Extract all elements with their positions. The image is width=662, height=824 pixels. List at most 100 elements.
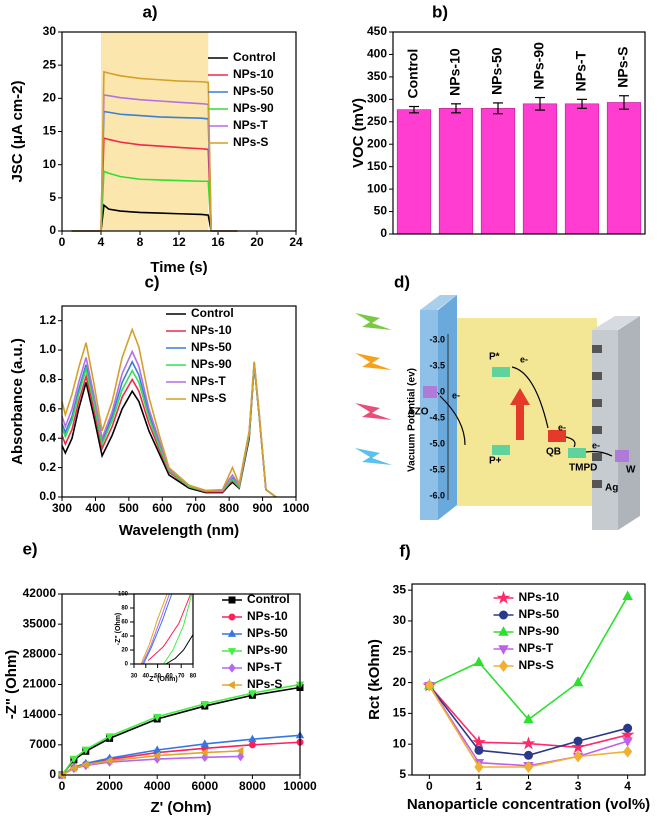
marker <box>474 760 484 774</box>
y-tick-label: 15 <box>393 706 407 720</box>
series-line <box>165 634 194 665</box>
x-tick-label: 300 <box>52 501 72 515</box>
y-tick-label: 250 <box>367 114 387 128</box>
category-label: NPs-S <box>615 47 631 88</box>
x-tick-label: 400 <box>85 501 105 515</box>
y-tick-label: 20 <box>121 648 128 654</box>
legend-label: NPs-S <box>233 135 268 149</box>
y-tick-label: 25 <box>393 644 407 658</box>
marker <box>521 736 536 750</box>
y-tick-label: 350 <box>367 69 387 83</box>
marker <box>523 760 534 774</box>
bar <box>522 103 558 235</box>
energy-tick: -3.0 <box>429 334 445 344</box>
series-line <box>61 327 277 498</box>
marker <box>524 750 533 760</box>
marker <box>571 740 585 754</box>
y-tick-label: 80 <box>121 606 128 612</box>
y-tick-label: 0.8 <box>39 372 56 386</box>
legend-label: NPs-50 <box>233 84 274 98</box>
panel-label: d) <box>394 272 410 291</box>
legend-label: NPs-10 <box>519 590 560 604</box>
legend-label: NPs-90 <box>233 101 274 115</box>
x-tick-label: 0 <box>426 779 433 793</box>
energy-tick: -4.0 <box>429 386 445 396</box>
y-tick-label: 450 <box>367 24 387 38</box>
marker <box>573 736 583 746</box>
panel-label: c) <box>144 272 159 291</box>
y-tick-label: 7000 <box>29 737 56 751</box>
y-axis-label: Absorbance (a.u.) <box>9 338 26 465</box>
axes-frame <box>61 31 297 232</box>
x-axis-label: Z' (Ohm) <box>150 799 211 816</box>
x-tick-label: 2 <box>525 779 532 793</box>
x-tick-label: 30 <box>131 674 138 680</box>
y-axis-label: JSC (μA cm-2) <box>9 81 26 183</box>
marker <box>200 700 209 709</box>
ag-finger <box>592 480 602 488</box>
x-tick-label: 900 <box>253 501 273 515</box>
x-tick-label: 80 <box>190 674 197 680</box>
category-label: Control <box>405 49 421 99</box>
y-tick-label: 5 <box>399 767 406 781</box>
light-icon <box>355 448 392 465</box>
ag-finger <box>592 372 602 380</box>
marker <box>472 735 486 749</box>
y-tick-label: 15 <box>43 124 57 138</box>
azo-level <box>423 386 437 398</box>
ag-label: Ag <box>605 483 618 494</box>
electron-path <box>565 436 576 448</box>
x-tick-label: 800 <box>219 501 239 515</box>
azo-slab <box>420 310 438 520</box>
y-tick-label: 1.0 <box>39 342 56 356</box>
w-level <box>615 450 629 462</box>
panel-label: a) <box>142 2 157 21</box>
legend-label: NPs-90 <box>247 643 288 657</box>
marker <box>228 613 236 621</box>
marker <box>573 750 583 763</box>
panel-label: f) <box>399 541 410 560</box>
marker <box>496 590 511 604</box>
marker <box>227 648 237 656</box>
panel-label: b) <box>432 2 448 21</box>
legend-label: Control <box>191 306 234 320</box>
y-tick-label: 28000 <box>23 647 57 661</box>
y-tick-label: 0 <box>380 226 387 240</box>
category-label: NPs-10 <box>447 48 463 96</box>
series-line <box>142 593 173 665</box>
marker <box>499 610 508 620</box>
bar <box>396 109 432 235</box>
y-tick-label: 14000 <box>23 707 57 721</box>
ag-fingers <box>592 345 602 488</box>
highlight-band <box>101 32 209 231</box>
ag-finger <box>592 426 602 434</box>
diagram-d: d) -3.0 -3.5 -4.0 -4.5 -5.0 -5.5 -6.0 Va… <box>355 272 640 530</box>
series-line <box>141 593 170 665</box>
y-axis-label: -Z" (Ohm) <box>115 613 122 645</box>
marker <box>248 690 257 698</box>
legend-label: NPs-10 <box>233 67 274 81</box>
legend-label: NPs-T <box>247 660 282 674</box>
x-tick-label: 4000 <box>144 779 171 793</box>
legend-label: NPs-90 <box>519 624 560 638</box>
y-tick-label: 10 <box>43 157 57 171</box>
y-tick-label: 5 <box>49 190 56 204</box>
x-tick-label: 4 <box>624 779 631 793</box>
axes-frame <box>392 31 646 235</box>
legend-label: Control <box>233 50 276 64</box>
y-tick-label: 20 <box>393 675 407 689</box>
marker <box>228 663 236 673</box>
legend-label: NPs-S <box>247 677 282 691</box>
series-line <box>140 593 168 665</box>
y-tick-label: 60 <box>121 620 128 626</box>
plot-area <box>134 594 193 664</box>
marker <box>620 727 635 741</box>
y-tick-label: 35000 <box>23 616 57 630</box>
qb-level <box>548 430 566 442</box>
x-tick-label: 12 <box>172 235 186 249</box>
series-line <box>71 170 238 232</box>
x-tick-label: 1000 <box>283 501 310 515</box>
marker <box>69 755 79 764</box>
y-axis-label: Rct (kOhm) <box>366 639 383 720</box>
legend-label: NPs-10 <box>191 323 232 337</box>
